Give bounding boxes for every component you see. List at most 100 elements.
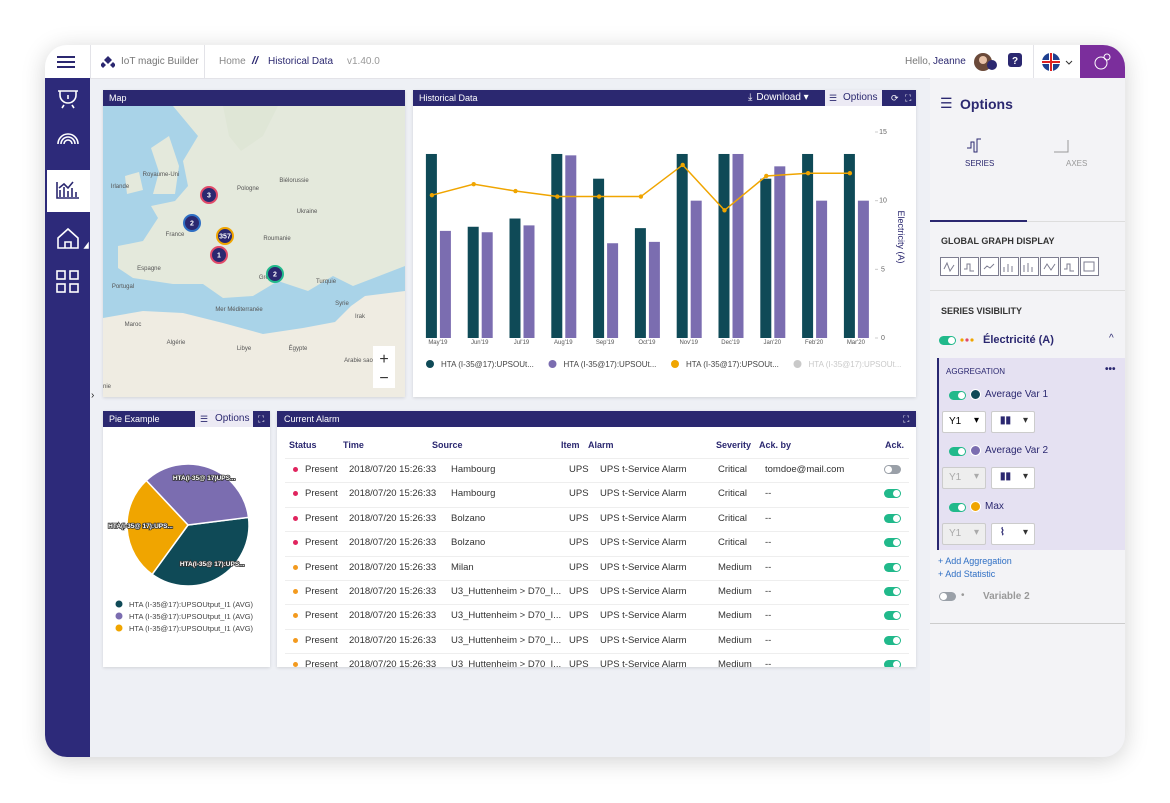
map-label: Libye bbox=[237, 346, 252, 352]
legend-label[interactable]: HTA (I-35@17):UPSOUt... bbox=[809, 360, 902, 369]
cell: Present bbox=[305, 512, 338, 524]
avatar[interactable] bbox=[973, 52, 999, 72]
map-label: Égypte bbox=[289, 345, 308, 352]
cell: 2018/07/20 15:26:33 bbox=[349, 464, 437, 475]
variable-toggle[interactable] bbox=[939, 336, 956, 345]
cell: 2018/07/20 15:26:33 bbox=[349, 561, 437, 573]
download-button[interactable]: ⤓ Download ▾ bbox=[748, 92, 809, 103]
axis-dropdown[interactable]: Y1 ▾ bbox=[942, 523, 986, 545]
map-label: Mer Méditerranée bbox=[215, 307, 263, 313]
ack-toggle[interactable] bbox=[884, 611, 901, 621]
status-dot bbox=[293, 662, 298, 667]
caret: ▾ bbox=[1023, 527, 1029, 538]
version: v1.40.0 bbox=[347, 56, 380, 67]
legend-label[interactable]: HTA (I-35@17):UPSOUt... bbox=[564, 360, 657, 369]
ack-toggle[interactable] bbox=[884, 562, 901, 572]
ack-toggle[interactable] bbox=[884, 489, 901, 499]
type-dropdown[interactable]: ⌇ ▾ bbox=[991, 523, 1035, 545]
map-marker[interactable] bbox=[200, 186, 218, 204]
app-window: IoT magic Builder Home // Historical Dat… bbox=[45, 45, 1125, 757]
aggregation-toggle[interactable] bbox=[949, 503, 966, 512]
map-label: Ukraine bbox=[297, 209, 318, 215]
status-dot bbox=[293, 637, 298, 643]
legend-label: HTA (I-35@17):UPSOUtput_I1 (AVG) bbox=[129, 624, 254, 633]
options-button[interactable]: Options ☰ bbox=[195, 411, 253, 427]
row-divider bbox=[285, 580, 909, 581]
ack-toggle[interactable] bbox=[884, 660, 901, 667]
x-tick-label: Jul'19 bbox=[514, 340, 530, 346]
map-marker[interactable] bbox=[210, 246, 228, 264]
cell: 2018/07/20 15:26:33 bbox=[349, 634, 437, 646]
settings-button[interactable] bbox=[1080, 45, 1125, 78]
legend-marker bbox=[548, 360, 557, 368]
pie-panel: Pie Example Options ☰ ⛶ HTA(I-35@ 17):UPS… bbox=[103, 411, 270, 667]
options-button[interactable]: Options ☰ bbox=[825, 90, 882, 106]
variable-name: Électricité (A) bbox=[983, 334, 1054, 346]
nav-home[interactable] bbox=[57, 227, 79, 249]
aggregation-toggle[interactable] bbox=[949, 391, 966, 400]
status-dot bbox=[293, 467, 298, 472]
type-dropdown[interactable]: ▮▮ ▾ bbox=[991, 467, 1035, 489]
ack-toggle[interactable] bbox=[884, 513, 901, 523]
row-divider bbox=[285, 482, 909, 484]
menu-button[interactable] bbox=[57, 54, 77, 70]
ack-toggle[interactable] bbox=[884, 635, 901, 645]
ack-toggle[interactable] bbox=[884, 465, 901, 474]
column-header: Ack. by bbox=[759, 440, 792, 450]
tab-axes[interactable]: AXES bbox=[1066, 159, 1088, 168]
variable-toggle[interactable] bbox=[939, 592, 956, 601]
row-divider bbox=[285, 555, 909, 557]
cell: Medium bbox=[718, 659, 752, 667]
line-point bbox=[596, 194, 602, 199]
row-divider bbox=[285, 506, 909, 508]
cell: UPS t-Service Alarm bbox=[600, 537, 687, 549]
cell: Present bbox=[305, 634, 338, 646]
legend-label: HTA (I-35@17):UPSOUtput_I1 (AVG) bbox=[129, 600, 254, 609]
add-statistic[interactable]: + Add Statistic bbox=[938, 569, 996, 579]
help-button[interactable]: ? bbox=[1008, 53, 1024, 69]
options-label: Options bbox=[843, 92, 878, 103]
graph-display-buttons[interactable] bbox=[940, 257, 1105, 277]
tab-series[interactable]: SERIES bbox=[965, 159, 995, 168]
y-tick-label: 10 bbox=[879, 198, 887, 205]
cell: -- bbox=[765, 537, 772, 549]
axis-dropdown[interactable]: Y1 ▾ bbox=[942, 467, 986, 489]
cell: Present bbox=[305, 586, 338, 597]
logo bbox=[101, 56, 115, 68]
map-label: Irlande bbox=[111, 184, 130, 190]
language-selector[interactable] bbox=[1041, 52, 1075, 72]
x-tick-label: Jan'20 bbox=[764, 340, 782, 346]
cell: UPS t-Service Alarm bbox=[600, 464, 687, 475]
nav-dashboard[interactable] bbox=[58, 90, 78, 109]
map-marker[interactable] bbox=[266, 265, 284, 283]
type-dropdown[interactable]: ▮▮ ▾ bbox=[991, 411, 1035, 433]
bar bbox=[509, 218, 521, 338]
ack-toggle[interactable] bbox=[884, 538, 901, 548]
section-title: GLOBAL GRAPH DISPLAY bbox=[941, 236, 1055, 246]
axis-dropdown[interactable]: Y1 ▾ bbox=[942, 411, 986, 433]
legend-label[interactable]: HTA (I-35@17):UPSOUt... bbox=[686, 360, 779, 369]
map-marker[interactable] bbox=[183, 214, 201, 232]
map[interactable]: Royaume-Uni Biélorussie Irlande Pologne Ukra… bbox=[103, 106, 405, 397]
pie-slice bbox=[145, 463, 250, 526]
download-label: Download bbox=[756, 92, 801, 103]
nav-monitor[interactable] bbox=[57, 133, 79, 145]
status-dot bbox=[293, 515, 298, 521]
nav-historical[interactable] bbox=[56, 181, 79, 199]
cell: -- bbox=[765, 512, 772, 524]
nav-apps[interactable] bbox=[56, 270, 79, 293]
cell: UPS t-Service Alarm bbox=[600, 561, 687, 573]
line-point bbox=[847, 171, 853, 176]
add-aggregation[interactable]: + Add Aggregation bbox=[938, 556, 1012, 566]
aggregation-toggle[interactable] bbox=[949, 447, 966, 456]
line-point bbox=[513, 188, 518, 194]
cell: 2018/07/20 15:26:33 bbox=[349, 537, 437, 549]
breadcrumb-home[interactable]: Home bbox=[219, 56, 246, 67]
map-marker[interactable] bbox=[216, 227, 234, 245]
column-header: Alarm bbox=[588, 440, 614, 450]
legend-label[interactable]: HTA (I-35@17):UPSOUt... bbox=[441, 360, 534, 369]
ack-toggle[interactable] bbox=[884, 587, 901, 596]
svg-text:+: + bbox=[379, 351, 388, 368]
row-divider bbox=[285, 604, 909, 606]
chart-type-icon: ⌇ bbox=[1000, 527, 1005, 538]
